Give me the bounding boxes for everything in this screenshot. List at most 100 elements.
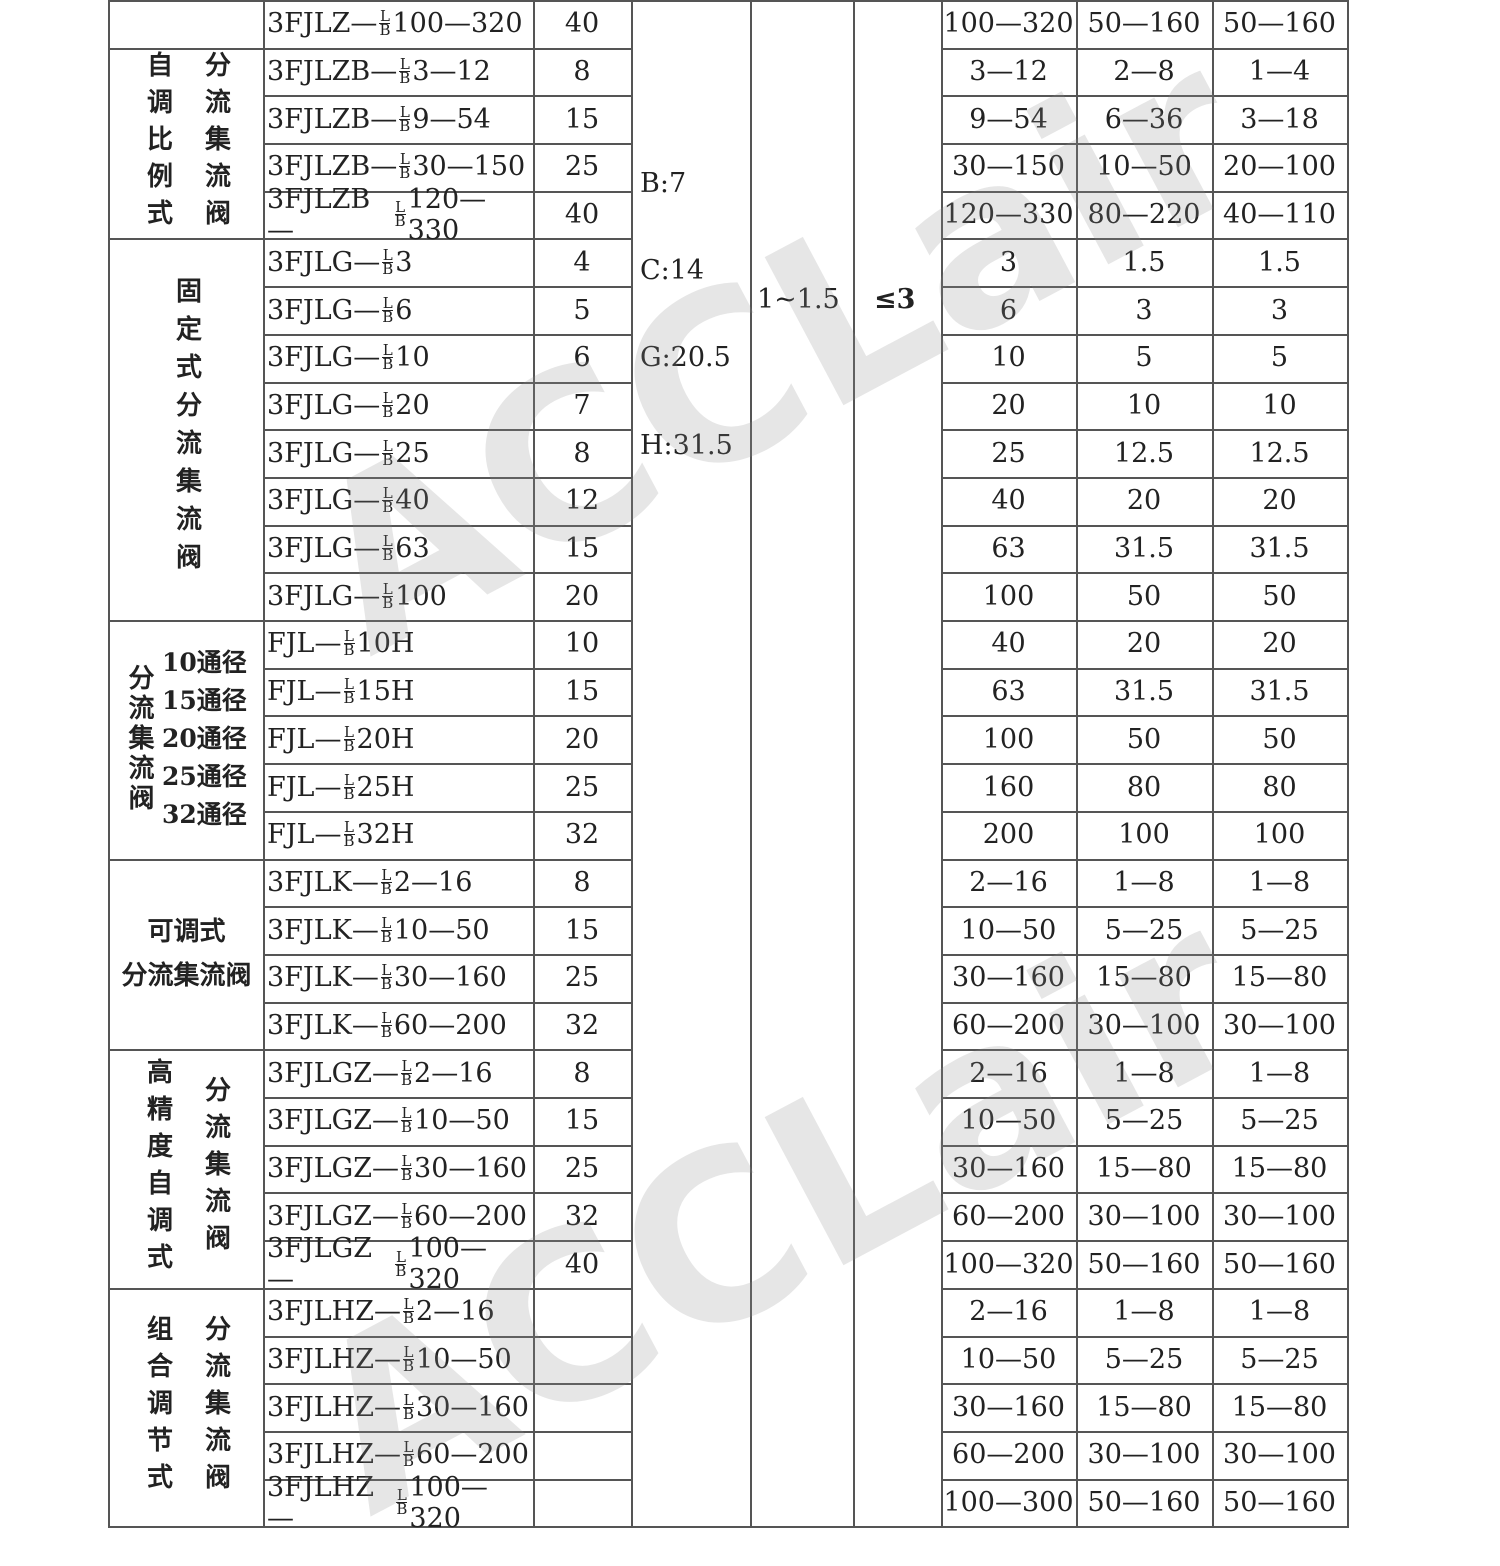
fraction-bottom: B (402, 1404, 415, 1423)
size-cell: 25 (533, 1144, 633, 1195)
model-cell: 3FJLZB— L B 3—12 (263, 47, 535, 98)
flow-value: 60—200 (952, 1439, 1065, 1471)
flow-cell: 15—80 (1212, 1383, 1349, 1433)
flow-value: 20—100 (1223, 151, 1336, 183)
flow-cell: 80 (1212, 763, 1349, 813)
model-cell: 3FJLK— L B 2—16 (263, 858, 535, 909)
flow-cell: 1—8 (1212, 1049, 1349, 1100)
flow-cell: 30—100 (1076, 1192, 1214, 1243)
flow-cell: 3 (1076, 286, 1214, 336)
size-value: 40 (564, 1248, 600, 1280)
model-cell: 3FJLG— L B 10 (263, 333, 535, 384)
flow-cell: 50 (1076, 715, 1214, 766)
model-suffix: 100—320 (409, 1471, 488, 1534)
size-cell: 15 (533, 524, 633, 575)
flow-value: 40 (991, 628, 1026, 660)
flow-cell: 1—8 (1076, 1287, 1214, 1338)
fraction-top: L (380, 1009, 392, 1028)
size-cell: 15 (533, 95, 633, 146)
flow-cell: 50—160 (1076, 1478, 1214, 1529)
flow-cell: 6—36 (1076, 95, 1214, 146)
flow-value: 10—50 (960, 1105, 1057, 1137)
model-prefix: 3FJLZ— (267, 8, 378, 40)
fraction-top: L (394, 198, 406, 217)
model-cell: 3FJLGZ— L B 2—16 (263, 1049, 535, 1100)
model-suffix: 100—320 (392, 8, 523, 40)
flow-value: 31.5 (1113, 676, 1175, 708)
model-prefix: 3FJLG— (267, 485, 381, 517)
group-label-cell: 自调比例式 分流集流阀 (110, 47, 265, 241)
fraction-bottom: B (380, 879, 392, 898)
model-suffix: 30—150 (412, 151, 526, 183)
flow-value: 1.5 (1122, 246, 1166, 278)
flow-cell: 1—8 (1076, 858, 1214, 909)
model-prefix: 3FJLG— (267, 246, 381, 278)
model-cell: 3FJLZB— L B 30—150 (263, 143, 535, 193)
flow-value: 30—100 (1223, 1200, 1336, 1232)
model-prefix: 3FJLG— (267, 342, 381, 374)
size-value: 25 (564, 1153, 600, 1185)
flow-value: 63 (991, 676, 1026, 708)
flow-cell: 5—25 (1212, 906, 1349, 956)
flow-cell: 5—25 (1076, 1097, 1214, 1147)
flow-value: 2—8 (1113, 56, 1175, 88)
size-value: 25 (564, 771, 600, 803)
flow-value: 20 (1126, 485, 1162, 517)
model-suffix: 20 (395, 389, 430, 421)
group-label-column: 分流集流阀 (200, 1076, 231, 1262)
flow-cell: 50 (1212, 715, 1349, 766)
fraction-bottom: B (399, 164, 411, 183)
flow-cell: 5—25 (1212, 1335, 1349, 1386)
model-suffix: 3—12 (412, 56, 491, 88)
fraction-bottom: B (399, 69, 411, 88)
flow-cell: 31.5 (1076, 667, 1214, 718)
size-cell (533, 1478, 633, 1529)
flow-cell: 10—50 (941, 1097, 1078, 1147)
fraction-top: L (343, 627, 355, 646)
flow-value: 10—50 (960, 914, 1057, 946)
flow-value: 5 (1135, 342, 1153, 374)
flow-value: 10—50 (1096, 151, 1192, 183)
flow-cell: 1.5 (1076, 238, 1214, 289)
flow-cell: 3—12 (941, 47, 1078, 98)
size-cell: 40 (533, 190, 633, 241)
flow-value: 30—160 (952, 962, 1065, 994)
flow-cell: 31.5 (1076, 524, 1214, 575)
flow-value: 5—25 (1240, 1343, 1319, 1375)
model-suffix: 25 (395, 437, 430, 469)
model-prefix: 3FJLGZ— (267, 1057, 399, 1089)
flow-value: 1—8 (1248, 866, 1311, 898)
model-cell: 3FJLK— L B 10—50 (263, 906, 535, 956)
fraction-top: L (402, 1342, 415, 1361)
fraction-top: L (399, 55, 411, 74)
flow-cell: 100 (1212, 810, 1349, 861)
model-prefix: 3FJLGZ— (267, 1233, 372, 1296)
model-prefix: 3FJLGZ— (267, 1105, 399, 1137)
model-suffix: 25H (356, 771, 415, 803)
flow-value: 50—160 (1087, 8, 1201, 40)
flow-cell: 9—54 (941, 95, 1078, 146)
size-cell: 15 (533, 906, 633, 956)
flow-cell: 40—110 (1212, 190, 1349, 241)
flow-value: 12.5 (1249, 437, 1310, 469)
size-value: 15 (564, 103, 600, 135)
model-prefix: 3FJLG— (267, 437, 381, 469)
model-prefix: FJL— (267, 628, 342, 660)
fraction-top: L (343, 722, 355, 741)
flow-cell: 50—160 (1076, 1240, 1214, 1290)
flow-value: 5—25 (1104, 1105, 1184, 1137)
model-cell: 3FJLZB— L B 120—330 (263, 184, 535, 246)
fraction-bottom: B (402, 1356, 415, 1375)
flow-cell: 15—80 (1212, 1144, 1349, 1195)
size-value: 20 (564, 580, 600, 612)
flow-value: 20 (1262, 628, 1297, 660)
flow-value: 10 (991, 342, 1026, 374)
flow-cell: 2—16 (941, 1287, 1078, 1338)
fraction-top: L (402, 1390, 415, 1409)
